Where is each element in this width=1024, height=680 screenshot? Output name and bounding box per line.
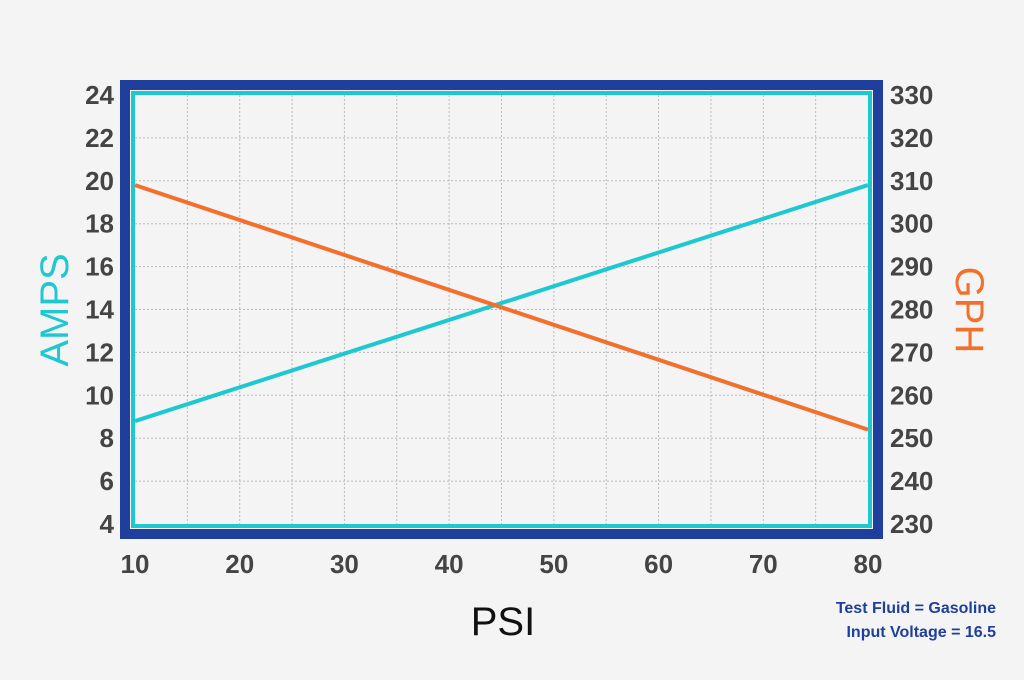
x-tick-label: 10 <box>121 549 150 579</box>
left-tick-label: 6 <box>100 466 114 496</box>
left-axis-title: AMPS <box>33 253 77 366</box>
left-tick-label: 24 <box>85 80 114 110</box>
left-tick-label: 18 <box>85 209 114 239</box>
left-tick-label: 20 <box>85 166 114 196</box>
x-tick-label: 20 <box>225 549 254 579</box>
amps-series-line <box>134 183 869 423</box>
left-tick-label: 14 <box>85 295 114 325</box>
x-tick-label: 80 <box>854 549 883 579</box>
left-tick-label: 8 <box>100 423 114 453</box>
grid <box>135 95 868 524</box>
left-tick-label: 16 <box>85 252 114 282</box>
right-tick-label: 330 <box>890 80 933 110</box>
right-tick-labels: 230 240 250 260 270 280 290 300 310 320 330 <box>890 80 933 539</box>
right-tick-label: 280 <box>890 295 933 325</box>
left-tick-label: 22 <box>85 123 114 153</box>
x-tick-labels: 10 20 30 40 50 60 70 80 <box>121 549 883 579</box>
right-tick-label: 290 <box>890 252 933 282</box>
x-axis-title: PSI <box>471 600 535 644</box>
right-axis-title: GPH <box>947 267 991 354</box>
chart-frame <box>120 80 883 539</box>
right-tick-label: 260 <box>890 380 933 410</box>
right-tick-label: 230 <box>890 509 933 539</box>
left-tick-label: 4 <box>100 509 115 539</box>
series-layer <box>134 183 869 432</box>
left-tick-label: 10 <box>85 380 114 410</box>
right-tick-label: 300 <box>890 209 933 239</box>
x-tick-label: 50 <box>539 549 568 579</box>
x-tick-label: 40 <box>435 549 464 579</box>
x-tick-label: 30 <box>330 549 359 579</box>
right-tick-label: 320 <box>890 123 933 153</box>
input-voltage-note: Input Voltage = 16.5 <box>846 624 996 641</box>
plot-area-border <box>131 91 872 528</box>
right-tick-label: 240 <box>890 466 933 496</box>
x-tick-label: 60 <box>644 549 673 579</box>
x-tick-label: 70 <box>749 549 778 579</box>
right-tick-label: 250 <box>890 423 933 453</box>
test-fluid-note: Test Fluid = Gasoline <box>835 600 996 617</box>
left-tick-labels: 4 6 8 10 12 14 16 18 20 22 24 <box>85 80 114 539</box>
right-tick-label: 310 <box>890 166 933 196</box>
left-tick-label: 12 <box>85 337 114 367</box>
gph-series-line <box>134 183 869 432</box>
right-tick-label: 270 <box>890 337 933 367</box>
